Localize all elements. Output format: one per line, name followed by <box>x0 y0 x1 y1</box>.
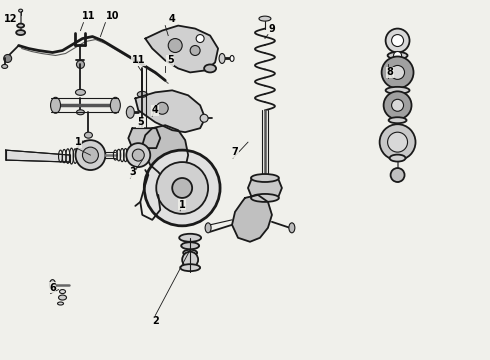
Text: 10: 10 <box>106 11 119 21</box>
Circle shape <box>392 35 404 46</box>
Text: 6: 6 <box>49 283 56 293</box>
Text: 9: 9 <box>269 24 275 33</box>
Ellipse shape <box>137 91 147 97</box>
Ellipse shape <box>390 154 406 162</box>
Ellipse shape <box>180 264 200 271</box>
Ellipse shape <box>386 87 410 94</box>
Ellipse shape <box>59 289 66 293</box>
Ellipse shape <box>259 16 271 21</box>
Ellipse shape <box>83 154 94 160</box>
Circle shape <box>382 57 414 88</box>
Circle shape <box>4 54 12 62</box>
Ellipse shape <box>126 106 134 118</box>
Circle shape <box>392 99 404 111</box>
Circle shape <box>190 45 200 55</box>
Circle shape <box>386 28 410 53</box>
Ellipse shape <box>181 242 199 249</box>
Polygon shape <box>248 178 282 198</box>
Polygon shape <box>145 26 218 72</box>
Ellipse shape <box>76 110 84 115</box>
Ellipse shape <box>204 64 216 72</box>
Ellipse shape <box>205 223 211 233</box>
Ellipse shape <box>289 223 295 233</box>
Ellipse shape <box>183 250 197 256</box>
Circle shape <box>391 168 405 182</box>
Text: 8: 8 <box>386 67 393 77</box>
Circle shape <box>172 178 192 198</box>
Text: 7: 7 <box>232 147 239 157</box>
Circle shape <box>156 162 208 214</box>
Circle shape <box>384 91 412 119</box>
Circle shape <box>388 132 408 152</box>
Polygon shape <box>135 90 205 132</box>
Ellipse shape <box>49 280 55 289</box>
Circle shape <box>82 147 98 163</box>
Circle shape <box>391 66 405 80</box>
Text: 5: 5 <box>167 55 173 66</box>
Ellipse shape <box>1 64 8 68</box>
Circle shape <box>76 60 84 68</box>
Ellipse shape <box>219 54 225 63</box>
Text: 11: 11 <box>82 11 95 21</box>
Text: 4: 4 <box>152 105 159 115</box>
Circle shape <box>144 150 220 226</box>
Text: 12: 12 <box>4 14 18 24</box>
Ellipse shape <box>50 97 61 113</box>
Ellipse shape <box>16 30 25 35</box>
Ellipse shape <box>19 9 23 12</box>
Text: 3: 3 <box>129 167 136 177</box>
Ellipse shape <box>75 89 85 95</box>
Text: 2: 2 <box>152 316 159 327</box>
Circle shape <box>168 39 182 53</box>
Text: 11: 11 <box>131 55 145 66</box>
Ellipse shape <box>58 295 67 300</box>
Ellipse shape <box>179 234 201 242</box>
Polygon shape <box>6 150 71 162</box>
Ellipse shape <box>251 174 279 182</box>
Circle shape <box>182 252 198 268</box>
Polygon shape <box>232 195 272 242</box>
Circle shape <box>126 143 150 167</box>
Ellipse shape <box>84 132 93 138</box>
Circle shape <box>393 51 401 59</box>
Circle shape <box>75 140 105 170</box>
Circle shape <box>156 102 168 114</box>
Polygon shape <box>142 125 188 182</box>
Text: 1: 1 <box>75 137 82 147</box>
Ellipse shape <box>251 194 279 202</box>
Text: 5: 5 <box>137 117 144 127</box>
Circle shape <box>196 35 204 42</box>
Circle shape <box>132 149 144 161</box>
Polygon shape <box>128 128 160 148</box>
Circle shape <box>380 124 416 160</box>
Ellipse shape <box>57 302 64 305</box>
Circle shape <box>200 114 208 122</box>
Text: 4: 4 <box>169 14 175 24</box>
Ellipse shape <box>389 117 407 123</box>
Text: 1: 1 <box>179 200 186 210</box>
Ellipse shape <box>110 97 121 113</box>
Ellipse shape <box>230 55 234 62</box>
Ellipse shape <box>17 24 24 28</box>
Ellipse shape <box>388 52 408 59</box>
